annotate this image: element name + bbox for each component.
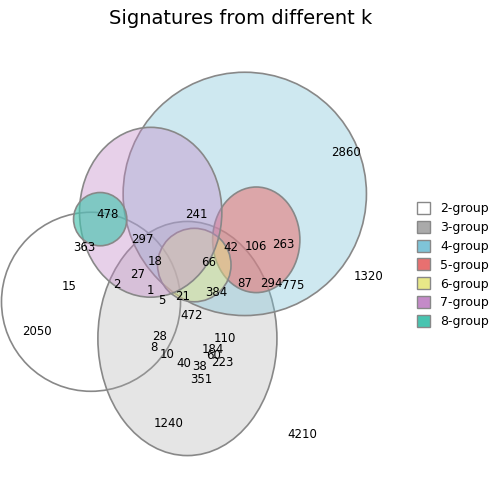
Title: Signatures from different k: Signatures from different k xyxy=(108,10,372,28)
Text: 106: 106 xyxy=(245,240,268,253)
Text: 363: 363 xyxy=(73,241,95,254)
Text: 110: 110 xyxy=(214,332,236,345)
Text: 297: 297 xyxy=(131,233,154,246)
Ellipse shape xyxy=(98,221,277,456)
Text: 18: 18 xyxy=(148,256,163,268)
Text: 15: 15 xyxy=(62,280,77,293)
Text: 8: 8 xyxy=(151,341,158,354)
Text: 1240: 1240 xyxy=(154,417,184,430)
Text: 1: 1 xyxy=(147,284,154,297)
Text: 10: 10 xyxy=(159,348,174,361)
Text: 384: 384 xyxy=(205,286,227,299)
Ellipse shape xyxy=(158,228,231,302)
Text: 66: 66 xyxy=(202,256,217,269)
Text: 2: 2 xyxy=(113,278,121,291)
Legend: 2-group, 3-group, 4-group, 5-group, 6-group, 7-group, 8-group: 2-group, 3-group, 4-group, 5-group, 6-gr… xyxy=(414,199,491,331)
Text: 472: 472 xyxy=(181,309,203,322)
Text: 28: 28 xyxy=(152,330,167,343)
Text: 2050: 2050 xyxy=(22,325,51,338)
Text: 2860: 2860 xyxy=(331,146,361,159)
Ellipse shape xyxy=(213,187,300,293)
Text: 38: 38 xyxy=(193,360,207,373)
Text: 775: 775 xyxy=(282,279,304,292)
Text: 42: 42 xyxy=(223,241,238,254)
Text: 60: 60 xyxy=(206,349,221,362)
Text: 294: 294 xyxy=(260,277,283,290)
Text: 351: 351 xyxy=(190,373,212,387)
Text: 4210: 4210 xyxy=(287,428,317,442)
Text: 5: 5 xyxy=(158,294,166,307)
Ellipse shape xyxy=(80,128,222,297)
Ellipse shape xyxy=(74,193,127,246)
Text: 241: 241 xyxy=(185,208,208,221)
Text: 87: 87 xyxy=(237,277,252,290)
Text: 263: 263 xyxy=(272,238,294,251)
Text: 223: 223 xyxy=(212,356,234,369)
Text: 40: 40 xyxy=(177,357,192,370)
Text: 21: 21 xyxy=(175,290,191,303)
Text: 184: 184 xyxy=(202,344,224,356)
Text: 27: 27 xyxy=(131,268,145,281)
Text: 478: 478 xyxy=(96,208,118,221)
Ellipse shape xyxy=(123,72,366,316)
Text: 1320: 1320 xyxy=(354,270,384,283)
